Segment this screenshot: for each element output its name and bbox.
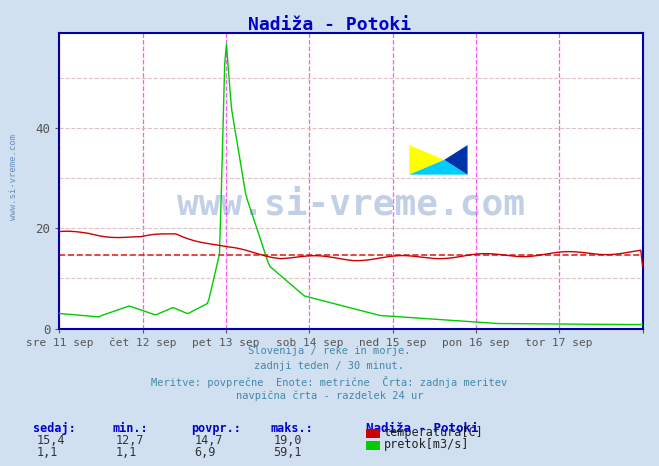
Text: 15,4: 15,4 (36, 434, 65, 447)
Text: sedaj:: sedaj: (33, 422, 76, 435)
Text: 19,0: 19,0 (273, 434, 302, 447)
Polygon shape (409, 145, 444, 175)
Text: min.:: min.: (112, 422, 148, 435)
Text: Meritve: povprečne  Enote: metrične  Črta: zadnja meritev: Meritve: povprečne Enote: metrične Črta:… (152, 376, 507, 388)
Text: 1,1: 1,1 (36, 446, 57, 459)
Text: pretok[m3/s]: pretok[m3/s] (384, 438, 469, 451)
Text: zadnji teden / 30 minut.: zadnji teden / 30 minut. (254, 361, 405, 370)
Text: 14,7: 14,7 (194, 434, 223, 447)
Text: www.si-vreme.com: www.si-vreme.com (177, 187, 525, 221)
Text: Nadiža - Potoki: Nadiža - Potoki (366, 422, 478, 435)
Text: povpr.:: povpr.: (191, 422, 241, 435)
Text: temperatura[C]: temperatura[C] (384, 426, 483, 439)
Text: Nadiža - Potoki: Nadiža - Potoki (248, 16, 411, 34)
Polygon shape (444, 145, 468, 175)
Text: 1,1: 1,1 (115, 446, 136, 459)
Text: 12,7: 12,7 (115, 434, 144, 447)
Text: navpična črta - razdelek 24 ur: navpična črta - razdelek 24 ur (236, 391, 423, 401)
Text: 6,9: 6,9 (194, 446, 215, 459)
Text: Slovenija / reke in morje.: Slovenija / reke in morje. (248, 346, 411, 356)
Text: www.si-vreme.com: www.si-vreme.com (9, 134, 18, 220)
Polygon shape (409, 160, 468, 175)
Text: 59,1: 59,1 (273, 446, 302, 459)
Text: maks.:: maks.: (270, 422, 313, 435)
